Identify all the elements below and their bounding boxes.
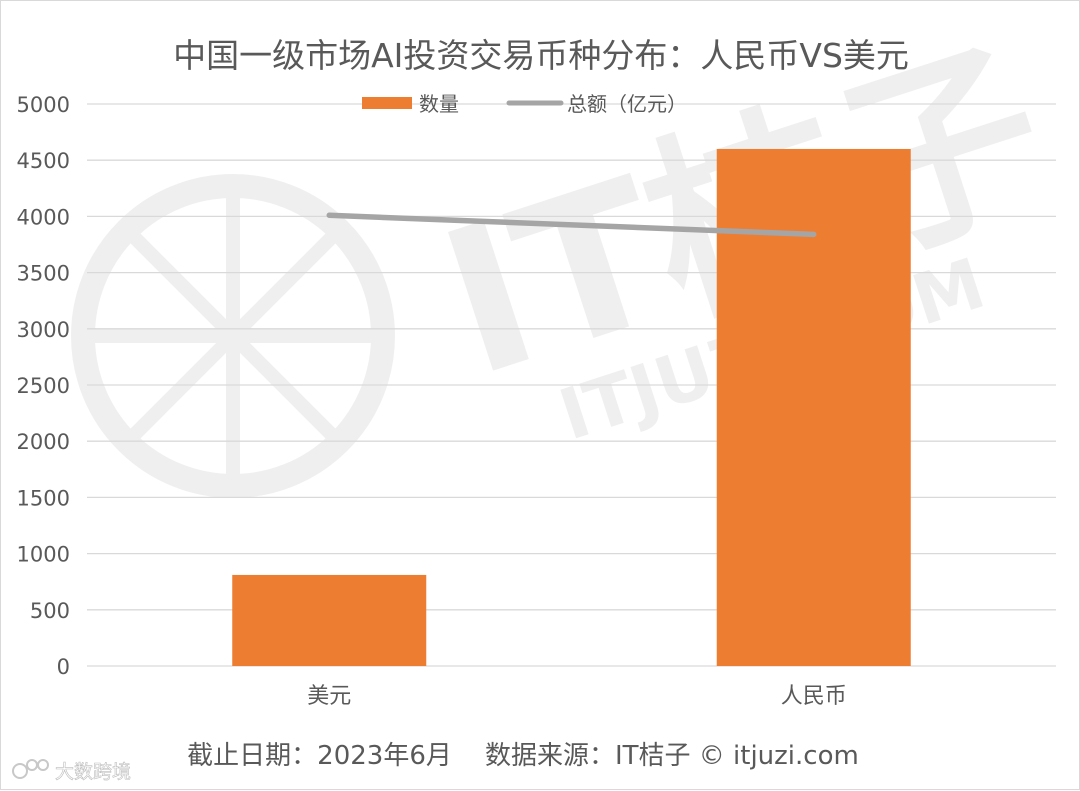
y-tick-label: 2000 xyxy=(17,430,70,454)
footer-source: 截止日期：2023年6月 数据来源：IT桔子 © itjuzi.com xyxy=(187,741,859,771)
x-category-label: 美元 xyxy=(307,684,351,709)
y-tick-label: 1500 xyxy=(17,486,70,510)
y-tick-label: 1000 xyxy=(17,543,70,567)
corner-watermark: 大数跨境 xyxy=(13,760,131,783)
corner-watermark-text: 大数跨境 xyxy=(55,761,131,783)
y-tick-label: 0 xyxy=(57,655,70,679)
y-tick-label: 5000 xyxy=(17,93,70,117)
bar xyxy=(717,149,911,666)
y-tick-label: 4000 xyxy=(17,205,70,229)
legend-bar-label: 数量 xyxy=(419,92,459,116)
x-category-label: 人民币 xyxy=(781,684,847,709)
x-axis-labels: 美元 人民币 xyxy=(307,684,847,709)
corner-logo-icon xyxy=(13,760,48,778)
y-axis-ticks: 0 500 1000 1500 2000 2500 3000 3500 4000 4500 5000 xyxy=(17,93,70,679)
legend: 数量 总额（亿元） xyxy=(362,92,687,116)
y-tick-label: 4500 xyxy=(17,149,70,173)
bar xyxy=(232,575,426,666)
y-tick-label: 3000 xyxy=(17,318,70,342)
legend-bar-swatch xyxy=(362,97,412,109)
chart-title: 中国一级市场AI投资交易币种分布：人民币VS美元 xyxy=(173,36,909,75)
y-tick-label: 3500 xyxy=(17,262,70,286)
y-tick-label: 500 xyxy=(30,599,70,623)
legend-line-label: 总额（亿元） xyxy=(567,92,687,116)
y-tick-label: 2500 xyxy=(17,374,70,398)
